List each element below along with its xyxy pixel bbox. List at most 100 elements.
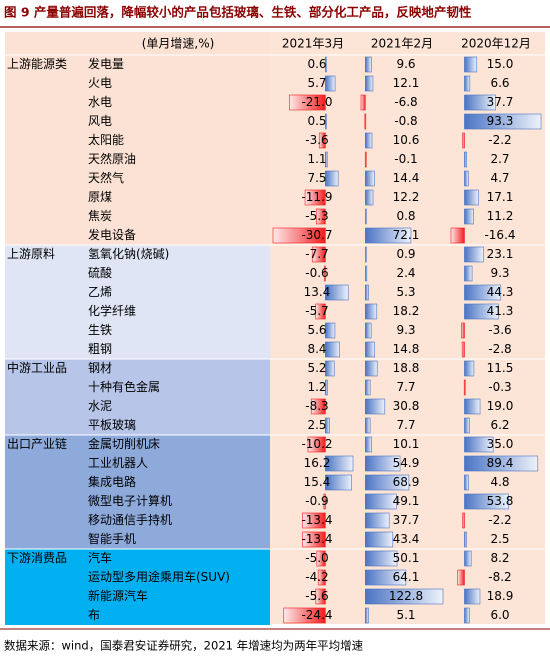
- value-label: 15.4: [304, 475, 331, 489]
- positive-bar: [365, 569, 407, 586]
- positive-bar: [464, 94, 496, 111]
- value-label: 8.2: [490, 551, 509, 565]
- value-label: -2.2: [488, 513, 511, 527]
- header-bg: [5, 32, 270, 55]
- value-label: -0.6: [305, 266, 328, 280]
- value-label: -5.0: [305, 551, 328, 565]
- value-label: 5.2: [307, 361, 326, 375]
- value-label: 72.1: [393, 228, 420, 242]
- positive-bar: [365, 398, 386, 415]
- negative-bar: [324, 265, 326, 282]
- value-label: -21.0: [301, 95, 332, 109]
- positive-bar: [365, 132, 373, 149]
- value-label: 7.5: [307, 171, 326, 185]
- value-label: 54.9: [393, 456, 420, 470]
- positive-bar: [325, 113, 327, 130]
- negative-bar: [304, 189, 326, 206]
- item-label: 发电设备: [88, 227, 136, 242]
- value-label: 7.7: [396, 380, 415, 394]
- positive-bar: [464, 303, 499, 320]
- value-label: 5.7: [307, 76, 326, 90]
- negative-bar: [283, 607, 326, 624]
- positive-bar: [325, 474, 352, 491]
- value-label: 9.6: [396, 57, 415, 71]
- positive-bar: [464, 398, 481, 415]
- value-label: -7.7: [305, 247, 328, 261]
- value-label: 64.1: [393, 570, 420, 584]
- item-header: (单月增速,%): [142, 37, 215, 51]
- positive-bar: [464, 56, 478, 73]
- group-label: 下游消费品: [7, 551, 67, 565]
- negative-bar: [307, 436, 326, 453]
- value-label: -16.4: [484, 228, 515, 242]
- source-note: 数据来源：wind，国泰君安证券研究，2021 年增速均为两年平均增速: [4, 639, 364, 653]
- positive-bar: [464, 360, 475, 377]
- positive-bar: [464, 417, 470, 434]
- value-label: 44.3: [487, 285, 514, 299]
- positive-bar: [325, 417, 330, 434]
- positive-bar: [464, 75, 471, 92]
- value-label: -8.2: [488, 570, 511, 584]
- item-label: 氢氧化钠(烧碱): [88, 246, 169, 261]
- negative-bar: [289, 94, 326, 111]
- positive-bar: [464, 284, 502, 301]
- value-label: 49.1: [393, 494, 420, 508]
- negative-bar: [364, 113, 367, 130]
- positive-bar: [365, 265, 368, 282]
- value-label: 5.6: [307, 323, 326, 337]
- value-label: 13.4: [304, 285, 331, 299]
- item-label: 原煤: [88, 190, 112, 204]
- value-label: -5.3: [305, 209, 328, 223]
- item-label: 金属切削机床: [88, 436, 160, 451]
- value-label: 50.1: [393, 551, 420, 565]
- value-label: 35.0: [487, 437, 514, 451]
- value-label: -11.9: [301, 190, 332, 204]
- value-label: -3.6: [305, 133, 328, 147]
- value-label: 37.7: [393, 513, 420, 527]
- item-label: 智能手机: [88, 531, 136, 546]
- negative-bar: [272, 227, 326, 244]
- item-label: 平板玻璃: [88, 418, 136, 432]
- value-label: 16.2: [304, 456, 331, 470]
- value-label: 1.1: [307, 152, 326, 166]
- positive-bar: [325, 284, 349, 301]
- negative-bar: [316, 208, 326, 225]
- positive-bar: [325, 455, 354, 472]
- positive-bar: [365, 417, 371, 434]
- item-label: 水泥: [88, 399, 112, 413]
- positive-bar: [325, 379, 328, 396]
- item-label: 天然气: [88, 170, 124, 185]
- value-label: 0.8: [396, 209, 415, 223]
- negative-bar: [462, 132, 465, 149]
- negative-bar: [315, 303, 326, 320]
- negative-bar: [457, 569, 465, 586]
- value-label: -5.6: [305, 589, 328, 603]
- value-label: 18.8: [393, 361, 420, 375]
- positive-bar: [464, 151, 467, 168]
- positive-bar: [365, 379, 371, 396]
- positive-bar: [365, 512, 390, 529]
- value-label: -0.8: [394, 114, 417, 128]
- value-label: -8.3: [305, 399, 328, 413]
- value-label: 14.4: [393, 171, 420, 185]
- positive-bar: [365, 284, 369, 301]
- positive-bar: [365, 322, 372, 339]
- item-label: 水电: [88, 95, 112, 109]
- positive-bar: [464, 474, 469, 491]
- group-band: [5, 245, 270, 359]
- positive-bar: [464, 455, 539, 472]
- value-label: 2.5: [307, 418, 326, 432]
- positive-bar: [365, 607, 369, 624]
- item-label: 生铁: [88, 323, 112, 337]
- value-label: 89.4: [487, 456, 514, 470]
- positive-bar: [365, 474, 410, 491]
- value-label: 122.8: [389, 589, 423, 603]
- positive-bar: [365, 436, 372, 453]
- positive-bar: [325, 322, 336, 339]
- value-label: -13.4: [301, 513, 332, 527]
- item-label: 汽车: [88, 550, 112, 565]
- item-label: 钢材: [88, 361, 112, 375]
- value-label: 12.1: [393, 76, 420, 90]
- positive-bar: [325, 56, 327, 73]
